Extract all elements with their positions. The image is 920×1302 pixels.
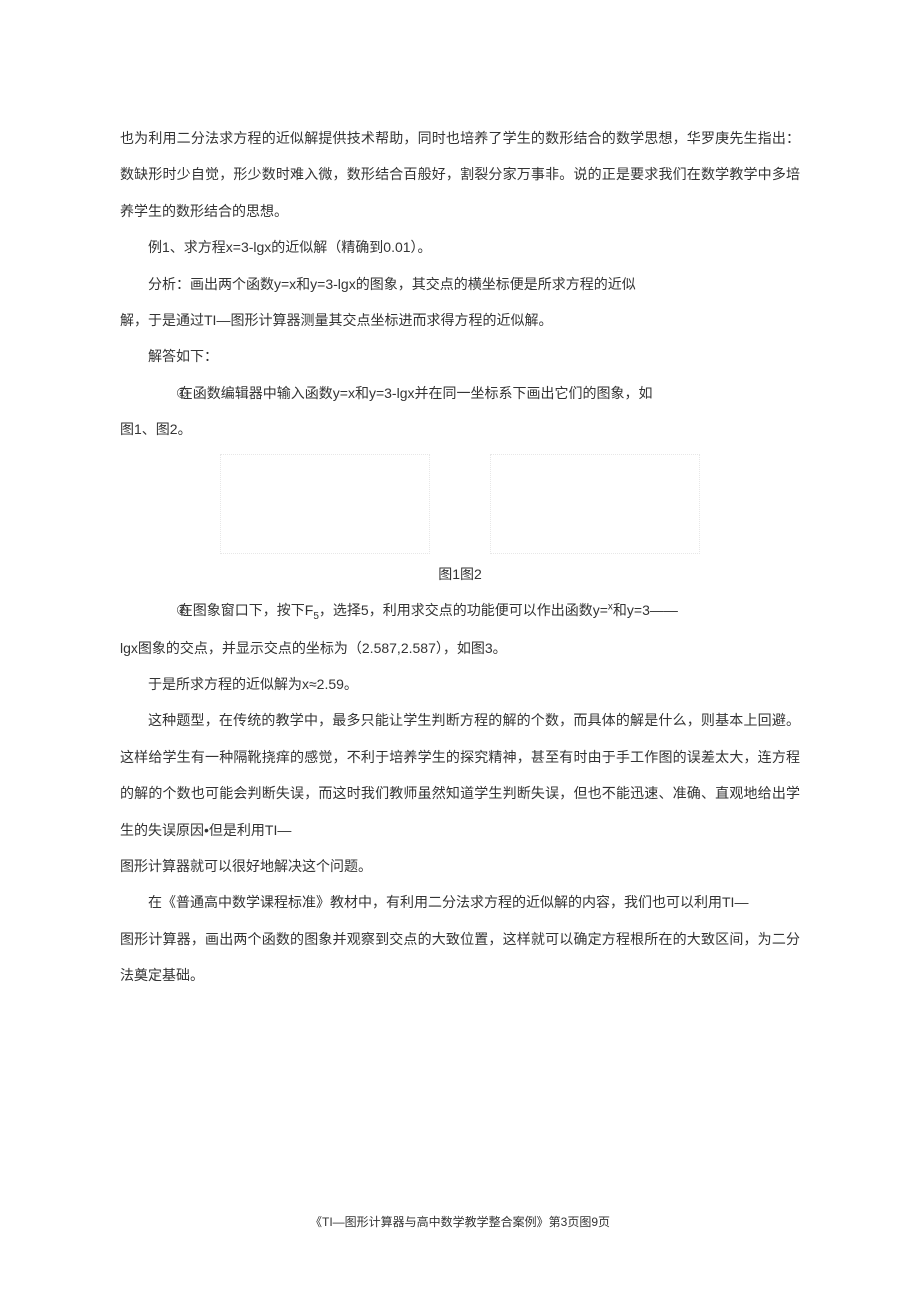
step-2-text-b: ，选择5，利用求交点的功能便可以作出函数y= (319, 602, 608, 618)
answer-header: 解答如下： (120, 338, 800, 374)
step-1-number: ① (148, 375, 179, 411)
step-1-text: 在函数编辑器中输入函数y=x和y=3-lgx并在同一坐标系下画出它们的图象，如 (179, 385, 653, 401)
figure-row (120, 454, 800, 554)
analysis-line-1: 分析：画出两个函数y=x和y=3-lgx的图象，其交点的横坐标便是所求方程的近似 (120, 266, 800, 302)
step-2: ②在图象窗口下，按下F5，选择5，利用求交点的功能便可以作出函数y=x和y=3—… (120, 592, 800, 630)
step-2-text-a: 在图象窗口下，按下F (179, 602, 314, 618)
figure-1-placeholder (220, 454, 430, 554)
solution-paragraph: 于是所求方程的近似解为x≈2.59。 (120, 666, 800, 702)
paragraph-standard-cont: 图形计算器，画出两个函数的图象并观察到交点的大致位置，这样就可以确定方程根所在的… (120, 921, 800, 994)
step-2-continued: lgx图象的交点，并显示交点的坐标为（2.587,2.587），如图3。 (120, 630, 800, 666)
step-1-continued: 图1、图2。 (120, 411, 800, 447)
document-body: 也为利用二分法求方程的近似解提供技术帮助，同时也培养了学生的数形结合的数学思想，… (0, 0, 920, 1054)
paragraph-discussion-cont: 图形计算器就可以很好地解决这个问题。 (120, 848, 800, 884)
step-1: ①在函数编辑器中输入函数y=x和y=3-lgx并在同一坐标系下画出它们的图象，如 (120, 375, 800, 411)
figure-caption: 图1图2 (120, 556, 800, 592)
paragraph-standard: 在《普通高中数学课程标准》教材中，有利用二分法求方程的近似解的内容，我们也可以利… (120, 884, 800, 920)
page-footer: 《TI—图形计算器与高中数学教学整合案例》第3页图9页 (0, 1213, 920, 1230)
step-2-number: ② (148, 592, 179, 628)
analysis-line-2: 解，于是通过TI—图形计算器测量其交点坐标进而求得方程的近似解。 (120, 302, 800, 338)
step-2-text-c: 和y=3—— (613, 602, 678, 618)
paragraph-intro: 也为利用二分法求方程的近似解提供技术帮助，同时也培养了学生的数形结合的数学思想，… (120, 120, 800, 229)
figure-2-placeholder (490, 454, 700, 554)
paragraph-discussion: 这种题型，在传统的教学中，最多只能让学生判断方程的解的个数，而具体的解是什么，则… (120, 702, 800, 848)
example-1-title: 例1、求方程x=3-lgx的近似解（精确到0.01）。 (120, 229, 800, 265)
